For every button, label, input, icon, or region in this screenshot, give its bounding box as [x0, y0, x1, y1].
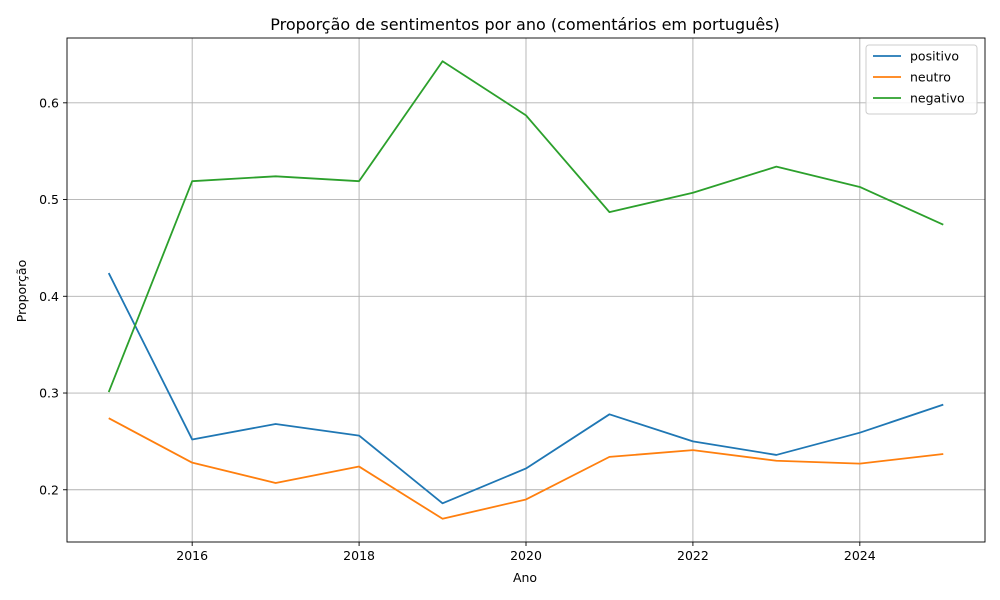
y-tick-label: 0.4	[39, 289, 59, 304]
legend-box	[865, 44, 978, 115]
y-tick-label: 0.6	[39, 95, 59, 110]
series-line-positivo	[107, 272, 944, 505]
legend: positivo neutro negativo	[865, 44, 978, 115]
y-axis-label: Proporção	[14, 260, 29, 322]
series-lines	[107, 60, 944, 520]
x-tick-label: 2022	[677, 548, 709, 563]
x-tick-label: 2024	[844, 548, 876, 563]
x-tick-label: 2020	[510, 548, 542, 563]
series-line-negativo	[107, 60, 944, 393]
legend-label-positivo: positivo	[910, 49, 959, 64]
x-axis-label: Ano	[513, 570, 537, 585]
y-tick-label: 0.5	[39, 192, 59, 207]
y-axis-ticks: 0.2 0.3 0.4 0.5 0.6	[39, 95, 67, 497]
legend-label-negativo: negativo	[910, 91, 965, 106]
x-axis-ticks: 2016 2018 2020 2022 2024	[176, 542, 876, 563]
series-line-neutro	[108, 417, 944, 520]
chart-title: Proporção de sentimentos por ano (coment…	[270, 15, 780, 34]
grid-lines	[67, 38, 985, 542]
x-tick-label: 2018	[343, 548, 375, 563]
x-tick-label: 2016	[176, 548, 208, 563]
y-tick-label: 0.3	[39, 386, 59, 401]
y-tick-label: 0.2	[39, 482, 59, 497]
legend-label-neutro: neutro	[910, 70, 951, 85]
